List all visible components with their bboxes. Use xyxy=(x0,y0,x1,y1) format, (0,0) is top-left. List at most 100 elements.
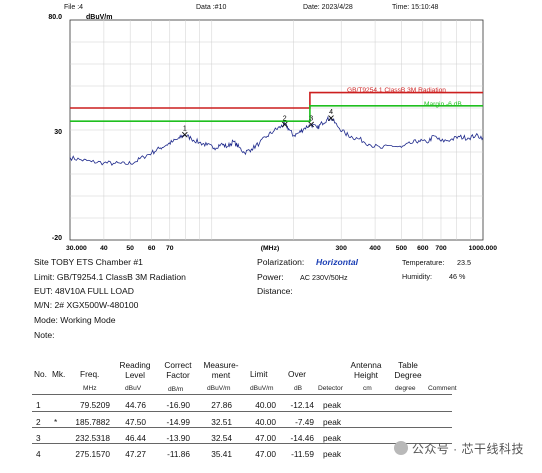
x-tick-label: 50 xyxy=(126,245,134,252)
distance-label: Distance: xyxy=(257,286,293,296)
col-measurement-header: Measure-ment xyxy=(203,360,239,380)
y-tick-label: 30 xyxy=(54,129,62,136)
x-tick-label: (MHz) xyxy=(261,245,280,252)
col-limit-header: Limit xyxy=(250,369,268,379)
col-freq-header: Freq. xyxy=(80,369,100,379)
peak-marker-label: 2 xyxy=(283,115,287,122)
row-freq: 185.7882 xyxy=(75,417,110,427)
emission-trace xyxy=(69,115,484,166)
row-no: 3 xyxy=(36,433,41,443)
unit-detector: Detector xyxy=(318,385,343,392)
y-tick-label: -20 xyxy=(52,235,62,242)
x-tick-labels: 30.000 40 50 60 70 (MHz) 300 400 500 600 700 1000.0… xyxy=(66,245,497,252)
col-over-header: Over xyxy=(288,369,306,379)
peak-marker-label: 3 xyxy=(309,115,313,122)
row-freq: 79.5209 xyxy=(80,400,110,410)
col-mk-header: Mk. xyxy=(52,369,66,379)
time-label: Time: 15:10:48 xyxy=(392,4,439,11)
row-freq: 275.1570 xyxy=(75,449,110,459)
y-gridlines xyxy=(70,41,483,219)
row-detector: peak xyxy=(323,449,341,459)
margin-line-label: Margin -6 dB xyxy=(424,101,462,108)
limit-lines xyxy=(70,91,483,122)
unit-freq: MHz xyxy=(83,385,97,392)
row-measurement: 35.41 xyxy=(211,449,232,459)
unit-comment: Comment xyxy=(428,385,457,392)
peak-markers: 1 2 3 4 xyxy=(181,109,334,138)
col-correct-header: Correct Factor xyxy=(164,360,192,380)
power-value: AC 230V/50Hz xyxy=(300,273,348,282)
row-reading: 44.76 xyxy=(125,400,146,410)
row-over: -11.59 xyxy=(291,449,314,459)
note-label: Note: xyxy=(34,330,55,340)
row-reading: 46.44 xyxy=(125,433,146,443)
unit-measurement: dBuV/m xyxy=(207,385,231,392)
power-label: Power: xyxy=(257,272,284,282)
model-number-label: M/N: 2# XGX500W-480100 xyxy=(34,300,139,310)
col-table-header: Table Degree xyxy=(394,360,422,380)
unit-correct: dB/m xyxy=(168,386,184,393)
x-tick-label: 400 xyxy=(369,245,381,252)
row-correct: -14.99 xyxy=(166,417,190,427)
polarization-label: Polarization: xyxy=(257,257,305,267)
x-tick-label: 70 xyxy=(166,245,174,252)
col-antenna-header: Antenna Height xyxy=(350,360,382,380)
row-over: -7.49 xyxy=(295,417,314,427)
unit-table: degree xyxy=(395,385,416,392)
row-correct: -13.90 xyxy=(166,433,190,443)
row-limit: 40.00 xyxy=(255,400,276,410)
row-no: 1 xyxy=(36,400,41,410)
watermark: 公众号 · 芯干线科技 xyxy=(393,440,524,457)
x-tick-label: 30.000 xyxy=(66,245,87,252)
x-tick-label: 300 xyxy=(336,245,348,252)
row-no: 4 xyxy=(36,449,41,459)
row-reading: 47.27 xyxy=(125,449,146,459)
wechat-icon xyxy=(393,441,408,455)
row-correct: -11.86 xyxy=(167,449,190,459)
y-top-label: 80.0 xyxy=(48,14,62,21)
x-tick-label: 500 xyxy=(396,245,408,252)
row-detector: peak xyxy=(323,400,341,410)
row-detector: peak xyxy=(323,433,341,443)
row-freq: 232.5318 xyxy=(75,433,110,443)
humidity-value: 46 % xyxy=(449,272,466,281)
row-over: -12.14 xyxy=(290,400,314,410)
peak-marker xyxy=(328,115,334,121)
humidity-label: Humidity: xyxy=(402,272,432,281)
limit-line-label: GB/T9254.1 ClassB 3M Radiation xyxy=(347,87,446,94)
site-label: Site TOBY ETS Chamber #1 xyxy=(34,257,143,267)
x-tick-label: 700 xyxy=(435,245,447,252)
mode-label: Mode: Working Mode xyxy=(34,315,116,325)
unit-reading: dBuV xyxy=(125,385,142,392)
eut-label: EUT: 48V10A FULL LOAD xyxy=(34,286,134,296)
row-measurement: 32.51 xyxy=(211,417,232,427)
peak-marker-label: 1 xyxy=(183,126,187,133)
row-measurement: 27.86 xyxy=(211,400,232,410)
polarization-value: Horizontal xyxy=(316,257,359,267)
peak-marker xyxy=(308,121,315,128)
row-no: 2 xyxy=(36,417,41,427)
margin-line xyxy=(70,105,483,122)
row-limit: 40.00 xyxy=(255,417,276,427)
temperature-value: 23.5 xyxy=(457,258,471,267)
x-tick-label: 1000.000 xyxy=(469,245,498,252)
x-tick-label: 60 xyxy=(148,245,156,252)
x-tick-label: 600 xyxy=(417,245,429,252)
row-reading: 47.50 xyxy=(125,417,146,427)
emission-chart: GB/T9254.1 ClassB 3M Radiation Margin -6… xyxy=(48,14,497,252)
temperature-label: Temperature: xyxy=(402,258,445,267)
peak-marker xyxy=(181,131,188,138)
col-reading-header: Reading Level xyxy=(119,360,151,380)
row-correct: -16.90 xyxy=(166,400,190,410)
limit-line xyxy=(70,91,483,109)
limit-label: Limit: GB/T9254.1 ClassB 3M Radiation xyxy=(34,272,186,282)
unit-limit: dBuV/m xyxy=(250,385,274,392)
y-axis-unit: dBuV/m xyxy=(86,14,112,21)
unit-over: dB xyxy=(294,385,303,392)
x-tick-label: 40 xyxy=(100,245,108,252)
file-label: File :4 xyxy=(64,4,84,11)
date-label: Date: 2023/4/28 xyxy=(303,4,353,11)
peak-marker xyxy=(281,121,288,128)
row-limit: 47.00 xyxy=(255,433,276,443)
col-no-header: No. xyxy=(34,369,47,379)
